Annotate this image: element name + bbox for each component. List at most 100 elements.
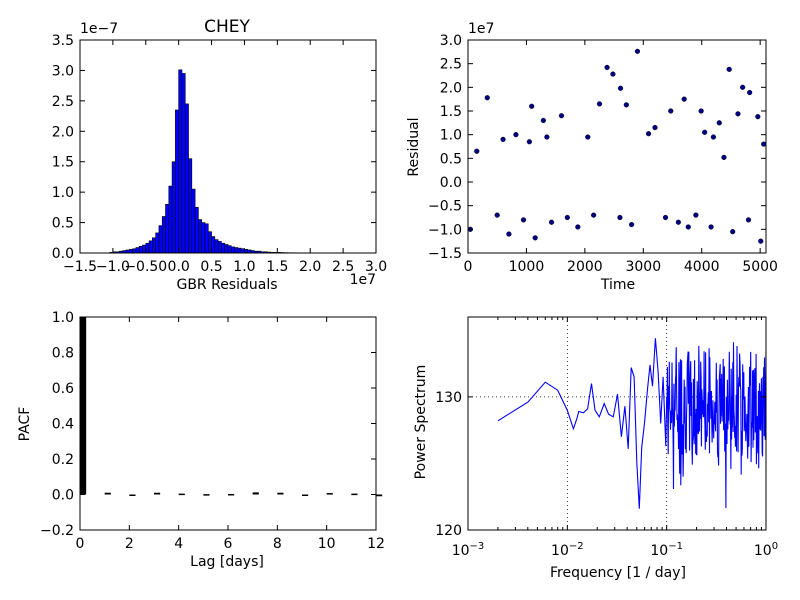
scatter-point — [564, 214, 570, 221]
histogram-bar — [155, 232, 160, 254]
histogram-bar — [148, 240, 153, 254]
histogram-bar — [181, 73, 186, 254]
histogram-bar — [135, 247, 140, 254]
scatter-point — [721, 154, 727, 160]
y-tick-label: −1.5 — [428, 246, 462, 262]
residual-scatter-panel: 1e7 Time Residual 0 1000 2000 3000 4000 5000 −… — [406, 21, 778, 293]
y-tick-label: 1.5 — [440, 104, 462, 120]
histogram-bar — [178, 69, 183, 254]
scatter-point — [708, 224, 714, 230]
scatter-point — [675, 219, 681, 225]
x-tick-label: 10−2 — [551, 541, 584, 559]
scatter-point — [585, 134, 591, 140]
scatter-point — [529, 103, 535, 109]
pacf-bar — [104, 492, 111, 495]
histogram-bar — [191, 188, 196, 254]
scatter-y-offset-label: 1e7 — [468, 21, 494, 37]
x-tick-label: 0 — [464, 259, 473, 275]
scatter-point — [747, 89, 753, 96]
y-tick-label: −0.5 — [428, 199, 462, 215]
pacf-bar — [178, 493, 185, 496]
scatter-point — [758, 238, 764, 244]
histogram-bar — [138, 246, 143, 254]
histogram-bar — [237, 247, 242, 254]
scatter-points — [468, 48, 766, 244]
y-tick-label: 0.5 — [52, 216, 74, 232]
histogram-bar — [184, 103, 189, 254]
scatter-point — [604, 64, 610, 71]
y-tick-label: 3.0 — [440, 33, 462, 49]
scatter-point — [726, 66, 732, 72]
x-tick-label: 1.0 — [233, 259, 255, 275]
y-tick-label: 1.0 — [52, 310, 74, 326]
pacf-bar — [80, 317, 87, 495]
x-tick-label: 2000 — [567, 259, 603, 275]
scatter-point — [693, 212, 699, 218]
pacf-bar — [228, 493, 235, 496]
histogram-title: CHEY — [204, 17, 250, 37]
x-tick-label: 5000 — [742, 259, 778, 275]
histogram-bar — [132, 248, 137, 254]
histogram-bar — [129, 249, 133, 254]
y-tick-label: 130 — [435, 390, 462, 406]
scatter-point — [652, 124, 658, 131]
x-tick-label: 10−1 — [650, 541, 683, 559]
scatter-point — [506, 231, 512, 237]
scatter-point — [698, 108, 704, 114]
x-tick-label: 6 — [224, 536, 233, 552]
scatter-point — [716, 120, 722, 126]
x-tick-label: 3000 — [625, 259, 661, 275]
pacf-y-axis-label: PACF — [17, 407, 33, 442]
histogram-bar — [214, 239, 219, 254]
pacf-plot: 0 2 4 6 8 10 12 −0.2 0.0 0.2 0.4 0.6 0.8 1.0 — [40, 310, 385, 552]
histogram-bar — [224, 244, 229, 254]
scatter-point — [532, 235, 538, 241]
x-tick-label-exponent: −1 — [668, 541, 683, 552]
scatter-point — [681, 96, 687, 102]
histogram-y-offset-label: 1e−7 — [80, 21, 118, 37]
pacf-x-axis-label: Lag [days] — [190, 554, 264, 570]
scatter-point — [500, 136, 506, 143]
axes-frame — [79, 39, 377, 254]
scatter-point — [617, 214, 623, 221]
x-tick-label-base: 10 — [650, 543, 668, 559]
x-tick-label: −1.0 — [96, 259, 130, 275]
y-tick-label: 1.0 — [52, 185, 74, 201]
x-tick-label: 3.0 — [365, 259, 387, 275]
y-tick-label: 2.0 — [440, 80, 462, 96]
x-tick-label: 0 — [76, 536, 85, 552]
spectrum-y-axis-label: Power Spectrum — [413, 365, 429, 480]
histogram-plot: −1.5−1.0−0.50 0.0 0.5 1.0 1.5 2.0 2.5 3.00.00.5… — [52, 33, 387, 275]
x-tick-label: 1.5 — [266, 259, 288, 275]
histogram-bar — [217, 241, 222, 254]
histogram-bar — [152, 237, 156, 254]
scatter-plot: 0 1000 2000 3000 4000 5000 −1.5 −1.0 −0.5 0.0 0.5 1… — [428, 33, 778, 275]
scatter-point — [548, 219, 555, 225]
scatter-point — [745, 217, 752, 223]
scatter-point — [685, 224, 691, 230]
y-tick-label: 0.0 — [52, 246, 74, 262]
histogram-bar — [161, 216, 166, 254]
histogram-bar — [221, 242, 226, 254]
scatter-point — [474, 148, 480, 154]
x-tick-label-base: 10 — [754, 543, 772, 559]
pacf-bar — [376, 494, 383, 497]
spectrum-line — [497, 338, 766, 509]
scatter-point — [735, 111, 741, 117]
pacf-bar — [351, 493, 358, 496]
y-tick-label: 0.6 — [52, 381, 74, 397]
x-tick-label: 100 — [754, 541, 778, 559]
pacf-bar — [252, 492, 259, 495]
x-tick-label-base: 10 — [452, 543, 470, 559]
histogram-bar — [201, 222, 206, 254]
histogram-x-offset-label: 1e7 — [350, 272, 376, 288]
histogram-bar — [171, 161, 176, 254]
y-tick-label: 3.5 — [52, 33, 74, 49]
histogram-bar — [165, 204, 170, 254]
histogram-bar — [168, 185, 173, 254]
pacf-panel: Lag [days] PACF 0 2 4 6 8 10 12 −0.2 0.0 0.2 0.4 0.… — [17, 310, 385, 570]
x-tick-label: 12 — [367, 536, 385, 552]
y-tick-label: 0.5 — [440, 151, 462, 167]
y-tick-label: 0.0 — [52, 488, 74, 504]
